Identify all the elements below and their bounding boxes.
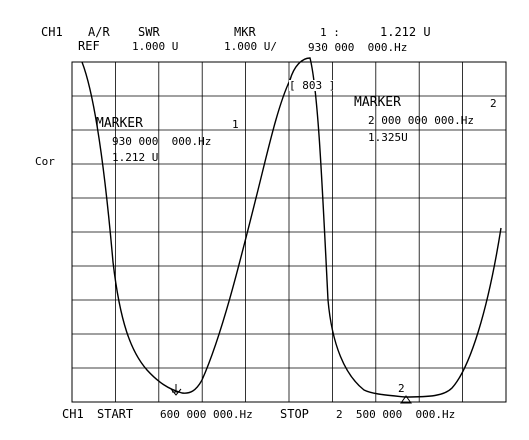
stop-frequency: 2 500 000 000.Hz (336, 408, 456, 421)
channel-label: CH1 (41, 25, 63, 39)
format-label: SWR (138, 25, 160, 39)
correction-label: Cor (35, 155, 55, 168)
marker1-frequency: 930 000 000.Hz (112, 135, 212, 148)
ref-label: REF (78, 39, 100, 53)
marker1-title: MARKER (96, 116, 143, 131)
stop-label: STOP (280, 407, 309, 421)
start-frequency: 600 000 000.Hz (160, 408, 253, 421)
marker-frequency: 930 000 000.Hz (308, 41, 408, 54)
footer-channel: CH1 (62, 407, 84, 421)
overlay-box-label: [ 803 ] (289, 79, 336, 92)
marker1-symbol (170, 384, 182, 396)
marker2-symbol (400, 395, 412, 404)
graph-grid (71, 61, 507, 403)
marker2-index: 2 (490, 97, 497, 110)
marker-header-index: 1 : (320, 26, 340, 39)
mode-label: A/R (88, 25, 110, 39)
marker2-title: MARKER (354, 95, 401, 110)
marker2-value: 1.325U (368, 131, 408, 144)
marker1-index: 1 (232, 118, 239, 131)
marker1-value: 1.212 U (112, 151, 159, 164)
scale-value: 1.000 U/ (224, 40, 277, 53)
marker2-frequency: 2 000 000 000.Hz (368, 114, 474, 127)
ref-value: 1.000 U (132, 40, 179, 53)
swr-trace (81, 57, 502, 398)
trace-marker2-label: 2 (398, 382, 405, 395)
marker-header-value: 1.212 U (380, 25, 431, 39)
start-label: START (97, 407, 134, 421)
marker-header-label: MKR (234, 25, 256, 39)
